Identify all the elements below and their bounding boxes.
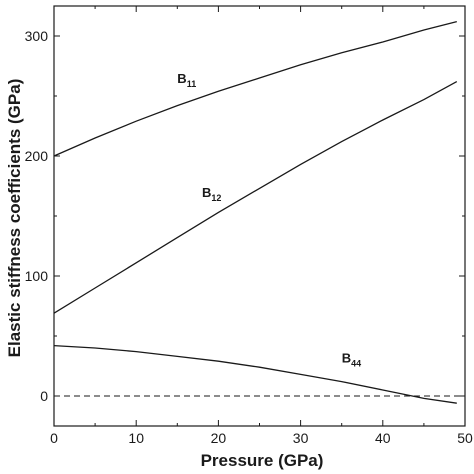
series-label-b44: B44: [342, 350, 361, 368]
series-label-subscript: 11: [187, 79, 197, 89]
plot-frame: [53, 5, 466, 427]
x-axis-title: Pressure (GPa): [201, 451, 324, 470]
y-axis-title: Elastic stiffness coefficients (GPa): [5, 79, 24, 358]
series-line-b11: [53, 20, 457, 157]
series-label-subscript: 44: [351, 358, 361, 368]
x-tick-label: 10: [128, 430, 144, 446]
series-label-b11: B11: [177, 71, 196, 89]
series-line-b44: [53, 344, 457, 404]
series-label-main: B: [202, 185, 211, 200]
x-tick-label: 40: [375, 430, 391, 446]
x-tick-label: 20: [211, 430, 227, 446]
series-label-main: B: [177, 71, 186, 86]
x-tick-label: 30: [293, 430, 309, 446]
series-line-b12: [53, 81, 458, 314]
y-tick-label: 200: [25, 148, 49, 164]
x-tick-label: 0: [50, 430, 58, 446]
series-label-main: B: [342, 350, 351, 365]
y-axis-ticks: 0 100 200 300: [25, 28, 465, 404]
x-tick-label: 50: [457, 430, 473, 446]
y-tick-label: 100: [25, 268, 49, 284]
series-label-subscript: 12: [211, 193, 221, 203]
series-lines: [53, 20, 458, 404]
series-label-b12: B12: [202, 185, 221, 203]
x-axis-ticks: 0 10 20 30 40 50: [50, 6, 473, 446]
y-tick-label: 0: [40, 388, 48, 404]
y-tick-label: 300: [25, 28, 49, 44]
